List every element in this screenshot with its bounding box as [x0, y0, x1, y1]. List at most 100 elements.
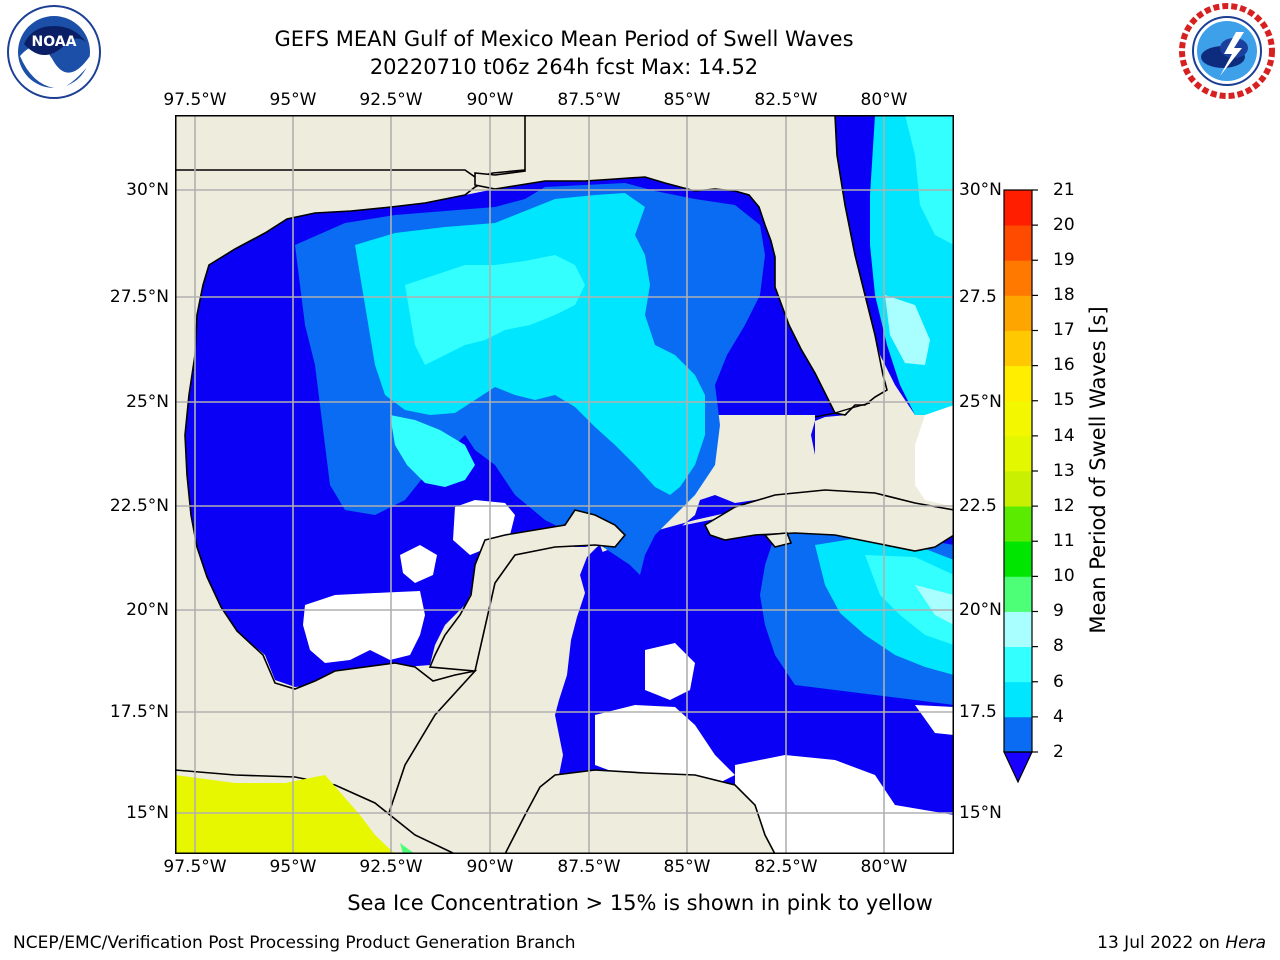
lon-label-top: 97.5°W [163, 90, 227, 110]
atlantic-field-6-8s [905, 115, 954, 245]
colorbar-under-arrow [1003, 751, 1033, 784]
lat-label-left: 30°N [126, 180, 169, 200]
colorbar-tick-label: 6 [1053, 672, 1064, 692]
colorbar-tick-label: 11 [1053, 531, 1075, 551]
colorbar-bin [1004, 541, 1032, 577]
lon-label-top: 82.5°W [754, 90, 818, 110]
colorbar-bin [1004, 471, 1032, 507]
lat-label-right: 22.5 [959, 496, 997, 516]
nws-logo [1179, 3, 1275, 99]
lat-label-left: 25°N [126, 392, 169, 412]
sea-ice-note-text: Sea Ice Concentration > 15% is shown in … [347, 891, 933, 915]
colorbar-tick-label: 16 [1053, 355, 1075, 375]
lat-label-right: 30°N [959, 180, 1002, 200]
colorbar-tick-label: 20 [1053, 215, 1075, 235]
caribbean-field-8-9s [915, 585, 954, 625]
colorbar-bin [1004, 295, 1032, 331]
no-data-area [645, 643, 695, 700]
lat-label-right: 20°N [959, 600, 1002, 620]
colorbar-bin [1004, 576, 1032, 612]
lon-label-bottom: 90°W [466, 857, 514, 877]
lon-label-top: 90°W [466, 90, 514, 110]
jamaica-land [763, 532, 793, 548]
lon-label-bottom: 82.5°W [754, 857, 818, 877]
lat-label-left: 17.5°N [109, 702, 169, 722]
colorbar-bin [1004, 330, 1032, 367]
us-gulf-coast-land [175, 115, 888, 416]
colorbar-bin [1004, 611, 1032, 648]
colorbar-bin [1004, 646, 1032, 683]
colorbar-tick-label: 4 [1053, 707, 1064, 727]
map-frame [175, 115, 954, 854]
caribbean-field-6-8s [865, 555, 954, 645]
no-data-area [303, 591, 425, 663]
lon-label-bottom: 80°W [860, 857, 908, 877]
colorbar [1003, 189, 1038, 784]
colorbar-title: Mean Period of Swell Waves [s] [1086, 306, 1110, 634]
colorbar-tick-label: 14 [1053, 426, 1075, 446]
lon-label-bottom: 95°W [269, 857, 317, 877]
chart-subtitle: 20220710 t06z 264h fcst Max: 14.52 [369, 55, 759, 79]
pacific-swell-field [175, 775, 395, 854]
lon-label-top: 85°W [663, 90, 711, 110]
footer-date: 13 Jul 2022 on Hera [1097, 933, 1266, 953]
footer-date-text: 13 Jul 2022 on [1097, 933, 1220, 953]
gulf-field-6-8s [405, 255, 585, 365]
noaa-logo: NOAA [7, 5, 101, 99]
colorbar-tick-label: 2 [1053, 742, 1064, 762]
honduras-land [504, 769, 776, 854]
lat-label-left: 22.5°N [109, 496, 169, 516]
lat-label-left: 15°N [126, 803, 169, 823]
no-data-area [735, 755, 954, 854]
footer-credit: NCEP/EMC/Verification Post Processing Pr… [13, 933, 576, 953]
chart-title: GEFS MEAN Gulf of Mexico Mean Period of … [274, 27, 854, 51]
colorbar-bin [1004, 506, 1032, 542]
lon-label-top: 92.5°W [359, 90, 423, 110]
yucatan-peninsula [428, 509, 627, 672]
noaa-logo-text: NOAA [32, 34, 77, 50]
colorbar-bin [1004, 190, 1032, 226]
lat-label-right: 25°N [959, 392, 1002, 412]
colorbar-tick-label: 9 [1053, 601, 1064, 621]
atlantic-field-8-9s [885, 295, 930, 365]
no-data-area [400, 545, 437, 583]
colorbar-tick-label: 15 [1053, 390, 1075, 410]
colorbar-tick-label: 13 [1053, 461, 1075, 481]
colorbar-bin [1004, 681, 1032, 718]
footer-machine: Hera [1225, 933, 1266, 953]
lat-label-right: 17.5 [959, 702, 997, 722]
lon-label-bottom: 85°W [663, 857, 711, 877]
colorbar-tick-label: 18 [1053, 285, 1075, 305]
lat-label-left: 27.5°N [109, 287, 169, 307]
lon-label-bottom: 92.5°W [359, 857, 423, 877]
florida-keys [814, 402, 871, 418]
lat-label-left: 20°N [126, 600, 169, 620]
sea-ice-note: Sea Ice Concentration > 15% is shown in … [0, 891, 1280, 915]
colorbar-bin [1004, 435, 1032, 472]
colorbar-tick-label: 19 [1053, 250, 1075, 270]
colorbar-tick-label: 12 [1053, 496, 1075, 516]
lon-label-top: 80°W [860, 90, 908, 110]
lon-label-top: 95°W [269, 90, 317, 110]
gulf-field-6-8s [390, 415, 475, 487]
colorbar-bin [1004, 225, 1032, 261]
colorbar-tick-label: 10 [1053, 566, 1075, 586]
no-data-area [595, 705, 735, 785]
lat-label-right: 27.5 [959, 287, 997, 307]
lon-label-top: 87.5°W [557, 90, 621, 110]
colorbar-bin [1004, 400, 1032, 437]
swell-period-map [175, 115, 954, 854]
colorbar-bin [1004, 716, 1032, 753]
no-data-area [915, 405, 954, 507]
colorbar-bin [1004, 365, 1032, 402]
colorbar-tick-label: 8 [1053, 636, 1064, 656]
gulf-field-4-6s [355, 193, 705, 495]
graticule [175, 115, 954, 854]
lat-label-right: 15°N [959, 803, 1002, 823]
lon-label-bottom: 87.5°W [557, 857, 621, 877]
colorbar-tick-label: 17 [1053, 320, 1075, 340]
lon-label-bottom: 97.5°W [163, 857, 227, 877]
pacific-swell-field [400, 843, 415, 854]
colorbar-tick-label: 21 [1053, 180, 1075, 200]
colorbar-bin [1004, 260, 1032, 296]
